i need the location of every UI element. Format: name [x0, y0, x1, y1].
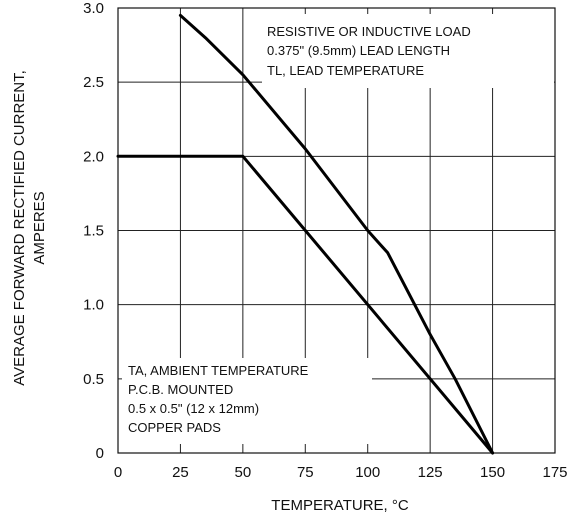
annotation-bottom-line-3: 0.5 x 0.5" (12 x 12mm) — [128, 401, 259, 416]
annotation-bottom-line-1: TA, AMBIENT TEMPERATURE — [128, 363, 309, 378]
series-lines — [116, 13, 495, 455]
x-tick-label: 100 — [355, 464, 380, 481]
y-tick-label: 1.5 — [83, 223, 104, 240]
y-axis-label-line-2: AMPERES — [31, 191, 48, 264]
x-tick-label: 25 — [172, 464, 189, 481]
annotation-top-line-1: RESISTIVE OR INDUCTIVE LOAD — [267, 24, 471, 39]
top-annotation: RESISTIVE OR INDUCTIVE LOAD 0.375" (9.5m… — [267, 24, 471, 78]
x-tick-label: 50 — [235, 464, 252, 481]
series-line-0 — [178, 13, 495, 455]
x-tick-label: 0 — [114, 464, 122, 481]
x-tick-label: 75 — [297, 464, 314, 481]
bottom-annotation-bg — [122, 358, 372, 444]
y-tick-label: 2.0 — [83, 148, 104, 165]
y-axis-label-line-1: AVERAGE FORWARD RECTIFIED CURRENT, — [11, 70, 28, 386]
y-tick-label: 2.5 — [83, 74, 104, 91]
annotation-top-line-3: TL, LEAD TEMPERATURE — [267, 63, 424, 78]
y-tick-label: 3.0 — [83, 0, 104, 17]
x-tick-label: 175 — [542, 464, 567, 481]
x-tick-label: 150 — [480, 464, 505, 481]
top-annotation-bg — [262, 14, 554, 88]
x-axis-label: TEMPERATURE, °C — [271, 497, 409, 514]
x-tick-label: 125 — [418, 464, 443, 481]
bottom-annotation: TA, AMBIENT TEMPERATURE P.C.B. MOUNTED 0… — [128, 363, 309, 435]
y-tick-label: 1.0 — [83, 297, 104, 314]
y-tick-labels: 0 0.5 1.0 1.5 2.0 2.5 3.0 — [83, 0, 104, 462]
series-line-1 — [116, 154, 495, 455]
annotation-top-line-2: 0.375" (9.5mm) LEAD LENGTH — [267, 43, 450, 58]
x-tick-labels: 0 25 50 75 100 125 150 175 — [114, 464, 568, 481]
annotation-bottom-line-2: P.C.B. MOUNTED — [128, 382, 233, 397]
plot-border — [117, 7, 556, 454]
y-tick-label: 0.5 — [83, 371, 104, 388]
y-tick-label: 0 — [96, 445, 104, 462]
annotation-bottom-line-4: COPPER PADS — [128, 420, 221, 435]
plot-frame — [117, 7, 556, 454]
